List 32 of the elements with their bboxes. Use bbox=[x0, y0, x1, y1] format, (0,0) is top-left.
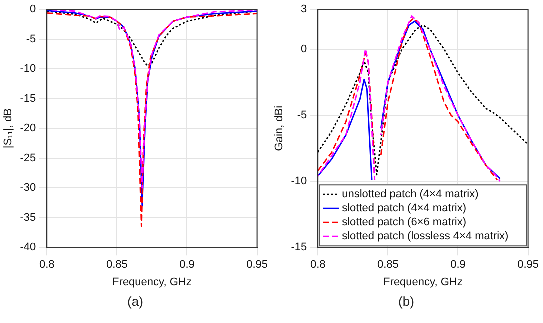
y-tick-label: -30 bbox=[20, 182, 36, 194]
y-tick-label: -15 bbox=[20, 92, 36, 105]
y-axis-title: |S₁₁|, dB bbox=[2, 108, 15, 149]
x-axis-title: Frequency, GHz bbox=[384, 276, 463, 288]
y-tick-label: -5 bbox=[26, 33, 36, 46]
text: (a) bbox=[126, 294, 144, 309]
x-tick-label: 0.85 bbox=[106, 259, 128, 272]
y-tick-label: 0 bbox=[30, 4, 36, 16]
legend-label: unslotted patch (4×4 matrix) bbox=[342, 188, 479, 201]
text: (b) bbox=[398, 294, 416, 309]
x-tick-label: 0.95 bbox=[518, 259, 540, 272]
x-tick-label: 0.8 bbox=[39, 259, 55, 272]
legend-label: slotted patch (4×4 matrix) bbox=[342, 202, 467, 215]
legend-label: slotted patch (6×6 matrix) bbox=[342, 216, 467, 229]
y-tick-label: 3 bbox=[300, 4, 308, 16]
legend-label: slotted patch (lossless 4×4 matrix) bbox=[342, 230, 509, 243]
x-tick-label: 0.95 bbox=[246, 259, 268, 272]
y-tick-label: -10 bbox=[291, 176, 308, 188]
y-tick-label: -20 bbox=[20, 122, 36, 135]
y-tick-label: -10 bbox=[20, 63, 36, 76]
y-tick-label: -35 bbox=[20, 212, 36, 224]
y-tick-label: -25 bbox=[20, 152, 36, 164]
x-tick-label: 0.85 bbox=[377, 259, 399, 272]
y-tick-label: -15 bbox=[291, 242, 308, 254]
x-tick-label: 0.9 bbox=[450, 259, 466, 272]
x-tick-label: 0.9 bbox=[180, 259, 195, 272]
x-axis-title: Frequency, GHz bbox=[112, 276, 192, 288]
x-tick-label: 0.8 bbox=[310, 259, 326, 272]
y-tick-label: 0 bbox=[300, 43, 308, 56]
y-tick-label: -5 bbox=[297, 109, 308, 122]
y-axis-title: Gain, dBi bbox=[274, 106, 286, 152]
y-tick-label: -40 bbox=[20, 242, 36, 254]
